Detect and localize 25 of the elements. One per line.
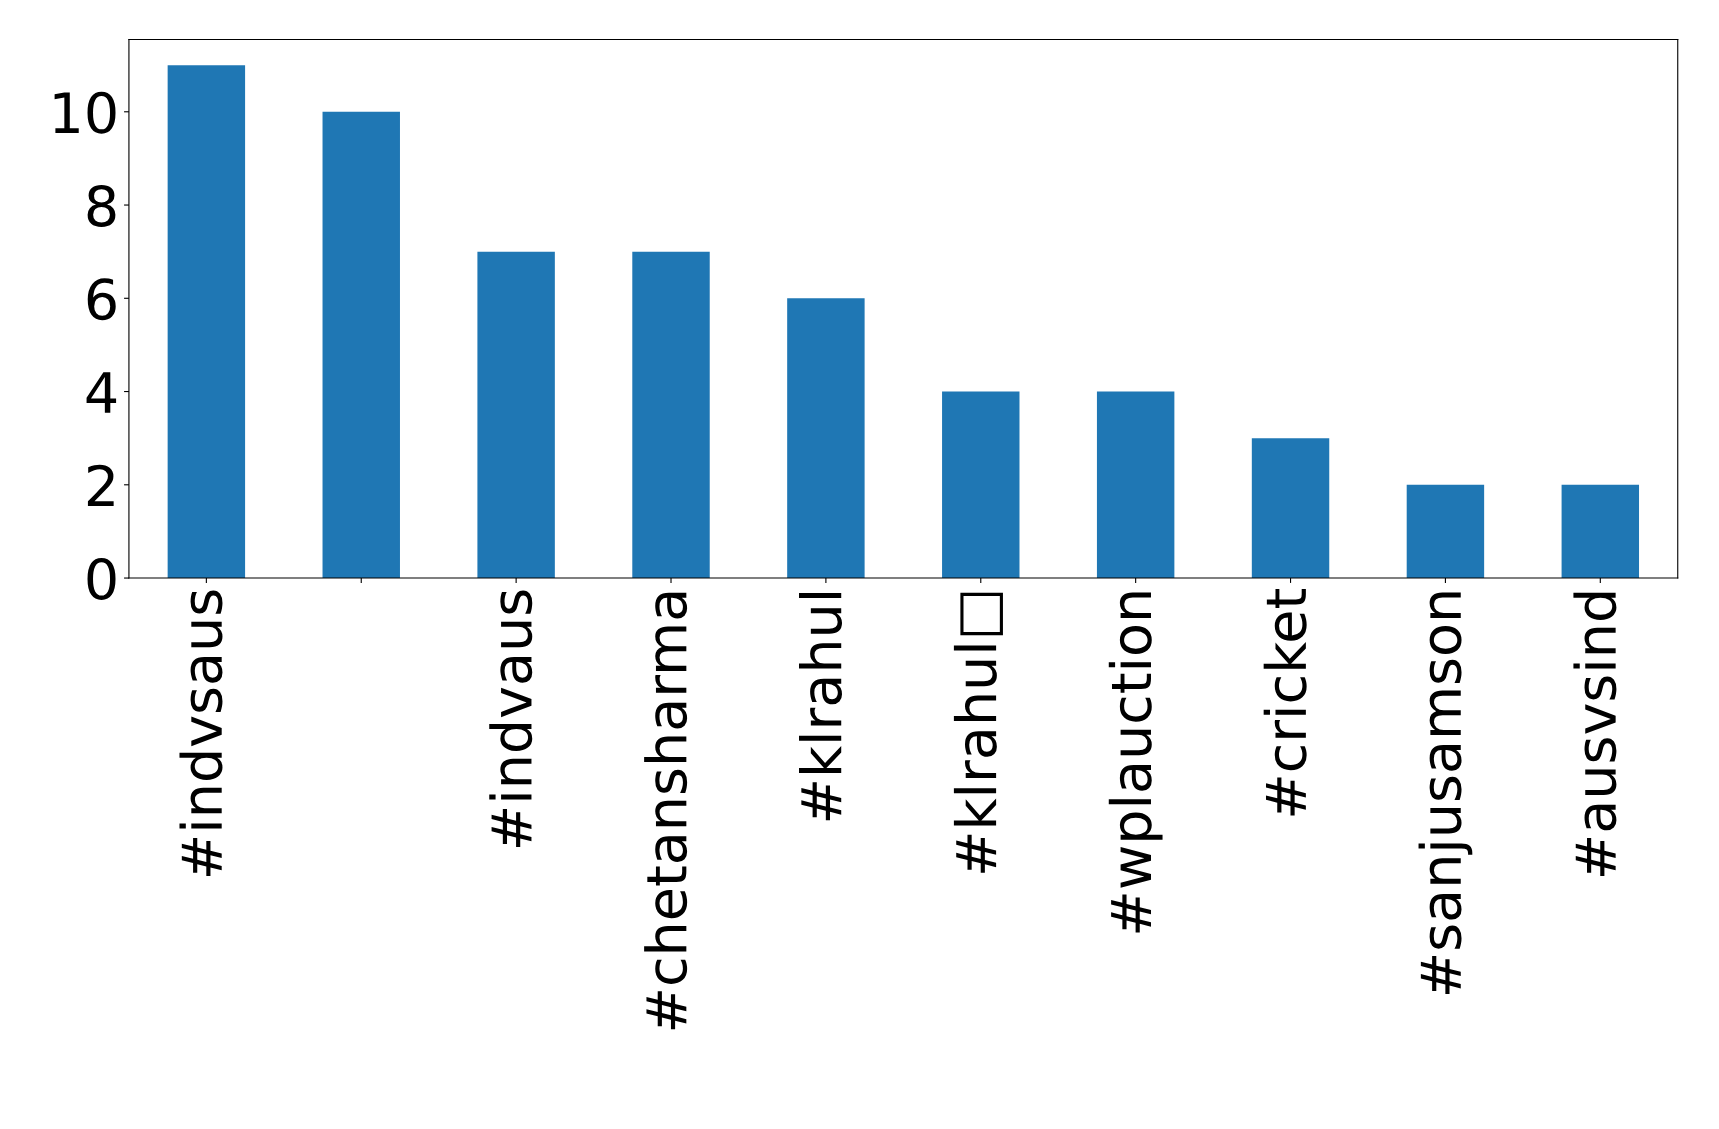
y-tick-label: 6 xyxy=(87,278,116,321)
bar xyxy=(787,298,865,579)
x-tick-label: #klrahul□ xyxy=(953,592,1003,873)
bar xyxy=(942,391,1020,579)
x-tick-label: #cricket xyxy=(1263,589,1307,816)
y-tick-label: 10 xyxy=(54,91,116,134)
bar xyxy=(632,251,710,579)
bar xyxy=(477,251,555,579)
bar xyxy=(167,65,246,579)
y-tick-label: 2 xyxy=(87,464,114,506)
x-tick-label: #indvsaus xyxy=(179,590,223,876)
bar xyxy=(322,111,400,579)
bar xyxy=(1406,484,1485,579)
x-tick-label: #klrahul xyxy=(799,592,843,821)
x-tick-label: #sanjusamson xyxy=(1418,592,1473,995)
x-tick-label: #indvaus xyxy=(489,590,533,848)
x-tick-label: #ausvsind xyxy=(1573,592,1617,876)
y-tick-label: 0 xyxy=(87,557,116,600)
bar xyxy=(1251,438,1330,579)
bar xyxy=(1096,391,1175,579)
y-tick-label: 8 xyxy=(87,184,116,227)
x-tick-label: #chetansharma xyxy=(644,592,688,1030)
y-tick-label: 4 xyxy=(86,372,117,413)
bar xyxy=(1561,484,1640,579)
x-tick-label: #wplauction xyxy=(1108,592,1163,933)
